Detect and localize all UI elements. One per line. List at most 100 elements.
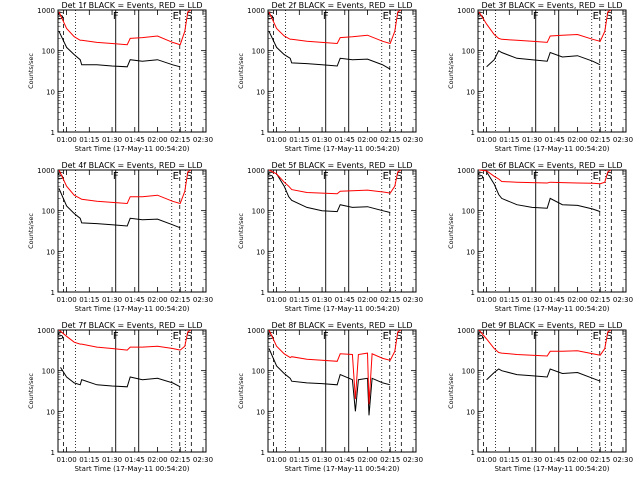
y-tick-label: 10: [46, 408, 55, 416]
y-tick-label: 1: [471, 449, 475, 457]
y-axis-label: Counts/sec: [447, 53, 455, 89]
y-axis-label: Counts/sec: [237, 373, 245, 409]
marker-letter: S: [606, 331, 612, 342]
y-tick-label: 1000: [247, 167, 265, 175]
x-tick-label: 02:00: [357, 296, 377, 304]
x-axis-label: Start Time (17-May-11 00:54:20): [494, 465, 609, 473]
x-tick-label: 01:45: [545, 456, 565, 464]
plot-frame: [57, 169, 207, 293]
y-tick-label: 1000: [457, 7, 475, 15]
y-tick-label: 100: [252, 208, 265, 216]
marker-letter: F: [533, 331, 539, 342]
y-tick-label: 1000: [37, 327, 55, 335]
chart-title: Det 9f BLACK = Events, RED = LLD: [481, 321, 622, 330]
x-tick-label: 02:00: [567, 136, 587, 144]
marker-letter: F: [113, 331, 119, 342]
x-tick-label: 02:30: [193, 136, 213, 144]
x-tick-label: 01:00: [56, 296, 76, 304]
y-tick-label: 100: [252, 48, 265, 56]
x-tick-label: 02:30: [403, 136, 423, 144]
marker-letter: E: [593, 171, 599, 182]
plot-frame: [267, 9, 417, 133]
x-tick-label: 01:45: [125, 296, 145, 304]
y-tick-label: 1: [471, 289, 475, 297]
y-tick-label: 10: [466, 88, 475, 96]
x-tick-label: 01:15: [499, 456, 519, 464]
lld-series-line: [478, 329, 612, 357]
marker-letter: F: [323, 331, 329, 342]
plot-frame: [477, 329, 627, 453]
events-series-line: [486, 49, 601, 68]
plot-frame: [267, 169, 417, 293]
x-tick-label: 02:15: [590, 296, 610, 304]
y-axis-label: Counts/sec: [447, 213, 455, 249]
y-axis-label: Counts/sec: [27, 373, 35, 409]
x-tick-label: 02:30: [193, 456, 213, 464]
x-tick-label: 02:00: [357, 456, 377, 464]
x-axis-label: Start Time (17-May-11 00:54:20): [74, 145, 189, 153]
chart-title: Det 2f BLACK = Events, RED = LLD: [271, 1, 412, 10]
x-tick-label: 01:00: [56, 456, 76, 464]
marker-letter: S: [186, 331, 192, 342]
marker-letter: F: [113, 11, 119, 22]
chart-panel: Det 8f BLACK = Events, RED = LLD 1 10 100 10…: [237, 321, 423, 473]
x-axis-label: Start Time (17-May-11 00:54:20): [284, 465, 399, 473]
x-tick-label: 01:45: [335, 456, 355, 464]
y-tick-label: 100: [42, 208, 55, 216]
y-tick-label: 10: [466, 408, 475, 416]
marker-letter: S: [267, 331, 273, 342]
marker-letter: S: [477, 331, 483, 342]
x-tick-label: 01:00: [266, 136, 286, 144]
x-tick-label: 01:45: [335, 136, 355, 144]
y-tick-label: 10: [256, 88, 265, 96]
chart-title: Det 3f BLACK = Events, RED = LLD: [481, 1, 622, 10]
x-tick-label: 01:00: [266, 456, 286, 464]
y-axis-label: Counts/sec: [27, 213, 35, 249]
x-tick-label: 01:15: [499, 136, 519, 144]
chart-panel: Det 1f BLACK = Events, RED = LLD 1 10 100 10…: [27, 1, 213, 153]
x-tick-label: 02:15: [170, 456, 190, 464]
x-tick-label: 01:30: [102, 136, 122, 144]
marker-letter: S: [477, 11, 483, 22]
x-tick-label: 01:30: [312, 296, 332, 304]
marker-letter: F: [533, 171, 539, 182]
x-tick-label: 02:30: [613, 456, 633, 464]
x-tick-label: 02:30: [403, 296, 423, 304]
y-tick-label: 10: [46, 248, 55, 256]
y-tick-label: 1000: [247, 327, 265, 335]
chart-title: Det 7f BLACK = Events, RED = LLD: [61, 321, 202, 330]
marker-letter: S: [57, 171, 63, 182]
x-tick-label: 02:15: [380, 136, 400, 144]
chart-title: Det 5f BLACK = Events, RED = LLD: [271, 161, 412, 170]
y-tick-label: 1000: [247, 7, 265, 15]
y-tick-label: 100: [462, 208, 475, 216]
marker-letter: S: [186, 11, 192, 22]
marker-letter: S: [57, 11, 63, 22]
marker-letter: S: [186, 171, 192, 182]
x-axis-label: Start Time (17-May-11 00:54:20): [74, 305, 189, 313]
x-tick-label: 02:30: [613, 296, 633, 304]
x-tick-label: 01:00: [476, 296, 496, 304]
y-tick-label: 10: [466, 248, 475, 256]
chart-panel: Det 5f BLACK = Events, RED = LLD 1 10 100 10…: [237, 161, 423, 313]
marker-letter: S: [606, 171, 612, 182]
marker-letter: S: [57, 331, 63, 342]
marker-letter: E: [593, 11, 599, 22]
x-tick-label: 01:15: [79, 456, 99, 464]
chart-title: Det 1f BLACK = Events, RED = LLD: [61, 1, 202, 10]
marker-letter: S: [267, 11, 273, 22]
marker-letter: E: [593, 331, 599, 342]
plot-frame: [477, 9, 627, 133]
x-tick-label: 01:45: [545, 136, 565, 144]
x-tick-label: 02:15: [590, 456, 610, 464]
x-tick-label: 02:00: [567, 296, 587, 304]
x-tick-label: 02:30: [403, 456, 423, 464]
y-tick-label: 1000: [457, 327, 475, 335]
events-series-line: [58, 31, 181, 68]
y-tick-label: 1: [51, 449, 55, 457]
marker-letter: E: [383, 331, 389, 342]
chart-title: Det 4f BLACK = Events, RED = LLD: [61, 161, 202, 170]
marker-letter: F: [323, 11, 329, 22]
x-tick-label: 01:15: [289, 456, 309, 464]
x-axis-label: Start Time (17-May-11 00:54:20): [494, 305, 609, 313]
